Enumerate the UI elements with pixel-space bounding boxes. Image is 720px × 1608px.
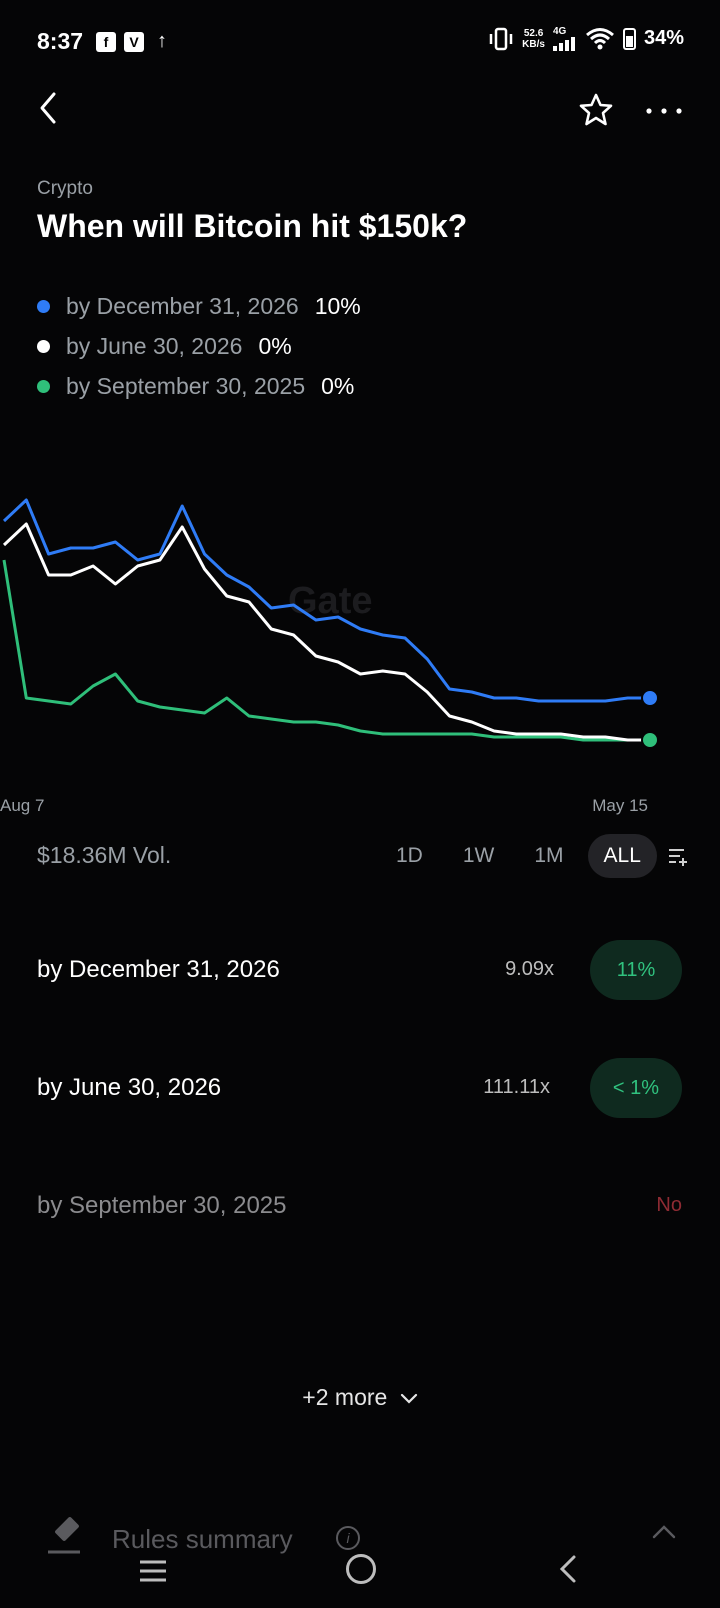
more-options-button[interactable]	[644, 96, 684, 126]
chevron-down-icon	[400, 1393, 417, 1404]
vibrate-icon	[489, 27, 513, 50]
outcome-row[interactable]: by June 30, 2026 111.11x < 1%	[0, 1058, 720, 1118]
status-notification-icons: f V ↑	[96, 30, 172, 53]
legend-item: by December 31, 2026 10%	[37, 286, 361, 326]
outcome-name: by December 31, 2026	[37, 956, 280, 983]
legend-label: by June 30, 2026	[66, 332, 243, 359]
outcome-name: by September 30, 2025	[37, 1192, 287, 1219]
rules-summary-section[interactable]: Rules summary i	[0, 1510, 720, 1570]
gavel-icon	[48, 1517, 80, 1554]
page-title: When will Bitcoin hit $150k?	[37, 208, 468, 244]
range-tab-1d[interactable]: 1D	[396, 844, 423, 867]
volume-text: $18.36M Vol.	[37, 842, 172, 868]
range-tab-all[interactable]: ALL	[587, 834, 657, 878]
outcome-multiplier: 9.09x	[505, 958, 554, 980]
legend-dot	[37, 339, 50, 353]
legend-dot	[37, 299, 50, 313]
status-time: 8:37	[37, 28, 84, 54]
outcome-row[interactable]: by December 31, 2026 9.09x 11%	[0, 940, 720, 1000]
outcome-name: by June 30, 2026	[37, 1074, 222, 1101]
chevron-up-icon[interactable]	[650, 1522, 678, 1542]
legend-dot	[37, 379, 50, 393]
legend-label: by December 31, 2026	[66, 292, 299, 319]
series-end-dot	[641, 689, 659, 707]
rules-summary-label: Rules summary	[112, 1524, 293, 1554]
status-system-icons: 52.6 KB/s 4G 34%	[488, 26, 684, 51]
x-axis-end-label: May 15	[592, 796, 648, 815]
outcome-price-button[interactable]: 11%	[590, 940, 682, 1000]
home-icon[interactable]	[346, 1554, 376, 1584]
series-line	[2, 522, 650, 742]
time-range-tabs: 1D 1W 1M ALL	[372, 834, 689, 878]
chevron-left-icon	[40, 92, 56, 124]
facebook-icon: f	[96, 31, 116, 52]
network-type: 4G	[552, 26, 567, 37]
network-speed-value: 52.6	[523, 27, 544, 39]
legend-value: 0%	[321, 372, 355, 399]
chart-settings-icon[interactable]	[667, 845, 689, 867]
price-history-chart[interactable]	[0, 440, 720, 770]
legend-item: by June 30, 2026 0%	[37, 326, 361, 366]
battery-icon	[622, 27, 636, 50]
market-category: Crypto	[37, 178, 93, 199]
show-more-label: +2 more	[302, 1384, 388, 1410]
outcome-price-button[interactable]: < 1%	[590, 1058, 682, 1118]
system-navigation-bar	[0, 1540, 720, 1608]
legend-value: 10%	[314, 292, 361, 319]
nav-back-icon[interactable]	[556, 1554, 580, 1584]
info-icon[interactable]: i	[336, 1526, 360, 1550]
legend-value: 0%	[258, 332, 292, 359]
cell-signal: 4G	[552, 26, 577, 51]
series-line	[2, 559, 650, 742]
recents-icon[interactable]	[138, 1558, 168, 1584]
network-speed-unit: KB/s	[522, 38, 545, 50]
legend-item: by September 30, 2025 0%	[37, 366, 361, 406]
outcome-row[interactable]: by September 30, 2025 No	[0, 1176, 720, 1236]
favorite-button[interactable]	[578, 92, 614, 128]
more-dots-icon	[646, 108, 682, 114]
outcome-multiplier: 111.11x	[483, 1076, 550, 1098]
show-more-outcomes-button[interactable]: +2 more	[0, 1384, 720, 1411]
signal-icon	[552, 37, 575, 51]
range-tab-1m[interactable]: 1M	[534, 844, 564, 867]
legend-label: by September 30, 2025	[66, 372, 306, 399]
status-bar: 8:37 f V ↑ 52.6 KB/s 4G	[0, 0, 720, 80]
chart-watermark: Gate	[288, 580, 373, 622]
range-tab-1w[interactable]: 1W	[462, 844, 495, 867]
battery-percent: 34%	[643, 27, 684, 49]
wifi-icon	[586, 27, 614, 49]
chart-legend: by December 31, 2026 10% by June 30, 202…	[37, 286, 361, 406]
outcome-result: No	[656, 1194, 682, 1216]
x-axis-start-label: Aug 7	[0, 796, 45, 815]
network-speed: 52.6 KB/s	[522, 28, 545, 50]
series-line	[2, 498, 650, 703]
v-app-icon: V	[124, 31, 144, 52]
star-icon	[579, 93, 613, 126]
series-end-dot	[641, 731, 659, 749]
back-button[interactable]	[34, 88, 70, 128]
upload-icon: ↑	[157, 30, 167, 52]
